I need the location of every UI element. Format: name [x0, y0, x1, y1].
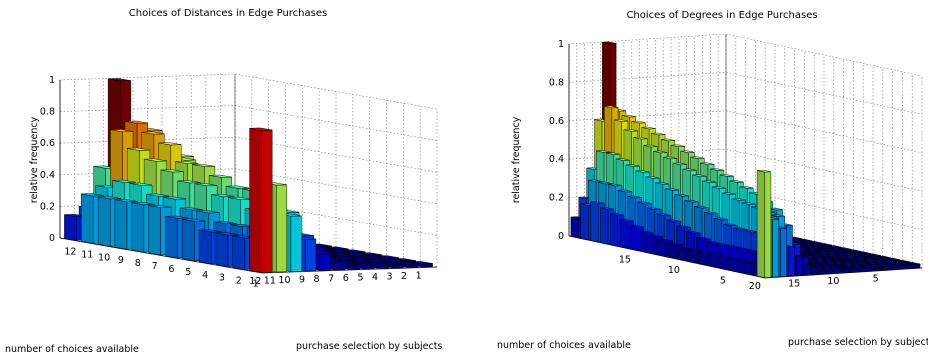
bars	[64, 78, 433, 273]
y-tick-label: 5	[720, 276, 726, 287]
z-tick-label: 0.2	[549, 193, 564, 204]
z-tick-label: 1	[49, 75, 55, 86]
z-tick-label: 0.8	[40, 107, 55, 118]
x-tick-label: 7	[328, 273, 334, 284]
z-tick-label: 0	[558, 231, 564, 242]
z-axis-label: relative frequency	[29, 116, 40, 203]
z-tick-label: 1	[558, 39, 564, 50]
y-tick-label: 6	[168, 264, 174, 275]
x-axis-label: number of choices available	[497, 340, 631, 351]
x-tick-label: 15	[788, 278, 800, 289]
panel-distances: Choices of Distances in Edge Purchases r…	[5, 8, 442, 355]
y-tick-label: 4	[202, 270, 208, 281]
bars	[570, 41, 921, 278]
x-tick-label: 12	[249, 276, 261, 287]
y-tick-label: 2	[236, 276, 242, 287]
x-tick-label: 10	[827, 276, 839, 287]
y-tick-label: 9	[118, 255, 124, 266]
y-tick-label: 10	[668, 265, 680, 276]
y-tick-label: 10	[98, 252, 110, 263]
y-tick-label: 1	[253, 279, 259, 290]
x-tick-label: 5	[357, 272, 363, 283]
x-tick-label: 9	[299, 274, 305, 285]
x-tick-label: 5	[873, 273, 879, 284]
x-tick-label: 1	[416, 270, 422, 281]
chart-title: Choices of Distances in Edge Purchases	[129, 8, 327, 19]
z-tick-label: 0.6	[549, 116, 564, 127]
y-tick-label: 15	[619, 255, 631, 266]
z-tick-label: 0.2	[40, 201, 55, 212]
y-tick-label: 3	[219, 273, 225, 284]
z-tick-label: 0.4	[40, 170, 55, 181]
x-axis-label: number of choices available	[5, 344, 139, 355]
y-tick-label: 5	[185, 267, 191, 278]
z-tick-label: 0	[49, 233, 55, 244]
x-tick-label: 3	[386, 271, 392, 282]
y-tick-label: 7	[152, 261, 158, 272]
x-tick-label: 11	[264, 275, 276, 286]
panel-degrees: Choices of Degrees in Edge Purchases rel…	[497, 10, 928, 351]
z-tick-label: 0.8	[549, 77, 564, 88]
x-tick-label: 2	[401, 271, 407, 282]
z-axis-label: relative frequency	[511, 116, 522, 203]
y-axis-label: purchase selection by subjects	[296, 341, 442, 352]
y-tick-label: 8	[135, 258, 141, 269]
y-tick-label: 11	[81, 249, 93, 260]
x-tick-label: 6	[343, 273, 349, 284]
chart-title: Choices of Degrees in Edge Purchases	[626, 10, 817, 21]
x-tick-label: 10	[278, 275, 290, 286]
x-tick-label: 20	[749, 281, 761, 292]
z-tick-label: 0.6	[40, 138, 55, 149]
bar	[678, 247, 693, 262]
z-tick-label: 0.4	[549, 154, 564, 165]
x-tick-label: 8	[314, 274, 320, 285]
x-tick-label: 4	[372, 272, 378, 283]
bar	[756, 169, 772, 278]
bar	[249, 127, 273, 273]
y-tick-label: 12	[64, 247, 76, 258]
y-axis-label: purchase selection by subjects	[788, 337, 928, 348]
